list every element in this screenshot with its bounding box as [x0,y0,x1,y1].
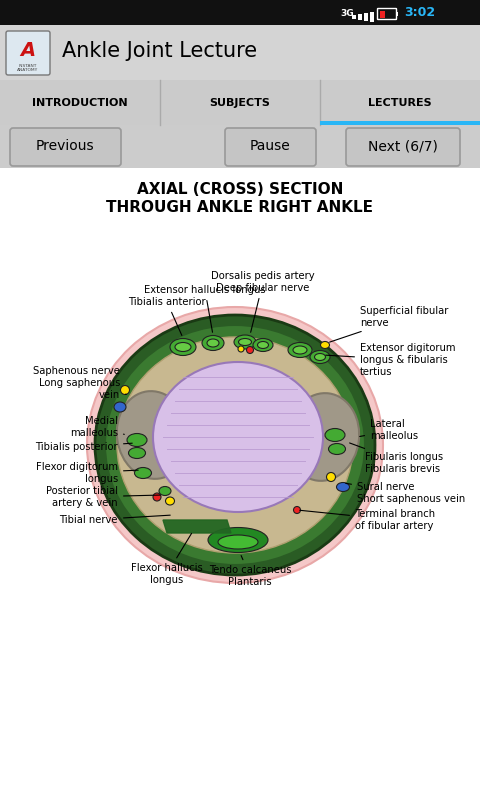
Text: Pause: Pause [250,139,290,153]
Bar [370,12,374,22]
Ellipse shape [253,338,273,351]
Bar [0,25,480,80]
Ellipse shape [159,486,171,495]
Text: Medial
malleolus: Medial malleolus [70,416,124,438]
FancyBboxPatch shape [10,128,121,166]
Text: Extensor hallucis longus: Extensor hallucis longus [144,285,266,332]
Ellipse shape [120,386,130,394]
FancyBboxPatch shape [6,31,50,75]
Ellipse shape [127,434,147,446]
Text: Lateral
malleolus: Lateral malleolus [360,419,418,441]
Bar [0,80,480,125]
Ellipse shape [202,335,224,350]
Ellipse shape [117,391,189,479]
Text: Ankle Joint Lecture: Ankle Joint Lecture [62,41,257,61]
Ellipse shape [153,362,323,512]
Text: 3:02: 3:02 [405,6,435,19]
Bar [396,12,398,16]
Ellipse shape [293,506,300,514]
Ellipse shape [238,346,244,352]
Text: Superficial fibular
nerve: Superficial fibular nerve [330,306,448,342]
Text: Tibialis anterior: Tibialis anterior [128,297,206,335]
Text: INSTANT
ANATOMY: INSTANT ANATOMY [17,64,38,72]
Bar [358,14,362,20]
Ellipse shape [170,338,196,355]
Ellipse shape [105,325,365,565]
Text: Sural nerve
Short saphenous vein: Sural nerve Short saphenous vein [346,482,465,504]
Bar [352,15,356,18]
Ellipse shape [134,467,152,478]
Bar [380,10,384,18]
Ellipse shape [314,354,325,361]
Ellipse shape [336,482,349,491]
Text: SUBJECTS: SUBJECTS [210,98,270,108]
Bar [0,0,480,25]
Ellipse shape [293,346,307,354]
Ellipse shape [328,443,346,454]
Ellipse shape [326,473,336,482]
Ellipse shape [166,497,175,505]
Ellipse shape [287,393,359,481]
Ellipse shape [321,342,329,349]
Ellipse shape [95,315,375,575]
Ellipse shape [153,493,161,501]
Text: 3G: 3G [340,9,354,18]
Ellipse shape [117,337,353,553]
Ellipse shape [175,342,191,351]
Text: Next (6/7): Next (6/7) [368,139,438,153]
Ellipse shape [239,338,252,346]
Text: A: A [21,41,36,59]
Bar [320,121,480,125]
Ellipse shape [234,335,256,349]
Text: Terminal branch
of fibular artery: Terminal branch of fibular artery [300,509,435,531]
Ellipse shape [325,429,345,442]
Ellipse shape [247,346,253,354]
Text: Saphenous nerve
Long saphenous
vein: Saphenous nerve Long saphenous vein [33,366,126,400]
Ellipse shape [87,307,383,583]
Text: Tendo calcaneus
Plantaris: Tendo calcaneus Plantaris [209,555,291,586]
Ellipse shape [207,339,219,347]
Polygon shape [163,520,231,533]
Bar [0,125,480,168]
Text: THROUGH ANKLE RIGHT ANKLE: THROUGH ANKLE RIGHT ANKLE [107,199,373,214]
Text: Tibial nerve: Tibial nerve [60,515,170,525]
Text: Fibularis longus
Fibularis brevis: Fibularis longus Fibularis brevis [349,443,443,474]
Ellipse shape [129,447,145,458]
Ellipse shape [257,342,268,349]
Ellipse shape [310,350,330,363]
Ellipse shape [288,342,312,358]
FancyBboxPatch shape [225,128,316,166]
Text: LECTURES: LECTURES [368,98,432,108]
Ellipse shape [218,535,258,549]
Ellipse shape [208,527,268,553]
FancyBboxPatch shape [346,128,460,166]
Bar [364,14,368,21]
Ellipse shape [114,402,126,412]
Text: Previous: Previous [36,139,94,153]
Text: Flexor digitorum
longus: Flexor digitorum longus [36,462,138,484]
Text: AXIAL (CROSS) SECTION: AXIAL (CROSS) SECTION [137,182,343,198]
Text: Posterior tibial
artery & vein: Posterior tibial artery & vein [46,486,160,508]
Bar [0,168,480,800]
Text: Dorsalis pedis artery
Deep fibular nerve: Dorsalis pedis artery Deep fibular nerve [211,271,315,332]
Text: Flexor hallucis
longus: Flexor hallucis longus [131,534,203,585]
Text: Extensor digitorum
longus & fibularis
tertius: Extensor digitorum longus & fibularis te… [326,343,456,377]
Text: Tibialis posterior: Tibialis posterior [36,442,132,452]
Text: INTRODUCTION: INTRODUCTION [32,98,128,108]
